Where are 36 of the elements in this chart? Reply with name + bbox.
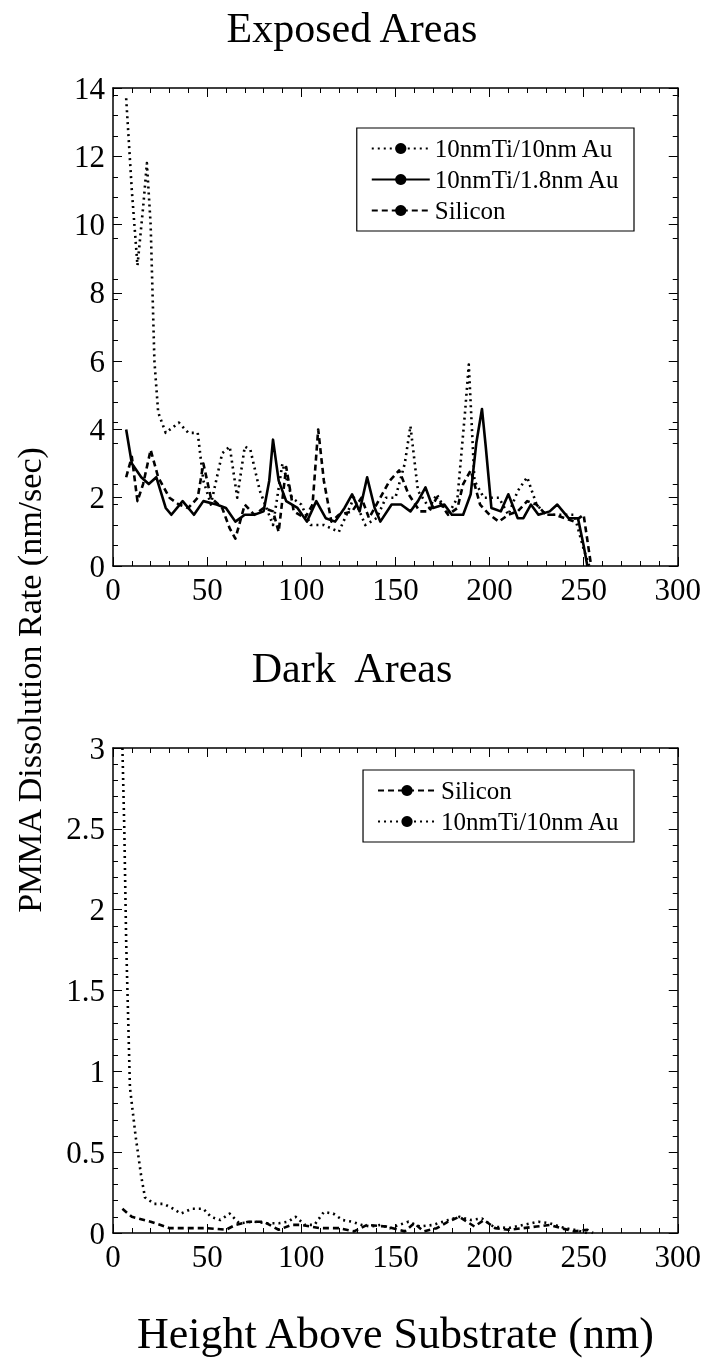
chart-title: Exposed Areas xyxy=(226,5,478,51)
legend-label: 10nmTi/1.8nm Au xyxy=(434,166,620,193)
y-tick-label: 14 xyxy=(74,70,106,106)
y-tick-label: 4 xyxy=(89,411,106,447)
x-tick-label: 50 xyxy=(191,572,223,607)
x-tick-label: 100 xyxy=(278,1239,325,1274)
y-tick-label: 2 xyxy=(89,480,105,516)
y-tick-label: 3 xyxy=(89,730,105,766)
y-tick-label: 8 xyxy=(89,275,105,311)
x-tick-label: 250 xyxy=(560,1239,607,1274)
y-tick-label: 0 xyxy=(89,1215,105,1251)
x-tick-label: 250 xyxy=(560,572,607,607)
x-tick-label: 100 xyxy=(278,572,325,607)
x-tick-label: 300 xyxy=(654,1239,701,1274)
x-axis-title: Height Above Substrate (nm) xyxy=(136,1308,654,1358)
y-tick-label: 0.5 xyxy=(66,1134,105,1170)
legend-label: 10nmTi/10nm Au xyxy=(441,808,620,835)
y-tick-label: 0 xyxy=(89,548,105,584)
x-tick-label: 150 xyxy=(372,572,419,607)
x-tick-label: 200 xyxy=(466,1239,513,1274)
y-tick-label: 2.5 xyxy=(66,811,105,847)
legend-label: 10nmTi/10nm Au xyxy=(434,135,613,162)
chart-title: Dark Areas xyxy=(251,645,453,691)
legend-label: Silicon xyxy=(434,197,507,224)
y-axis-title: PMMA Dissolution Rate (nm/sec) xyxy=(10,446,49,915)
x-tick-label: 50 xyxy=(191,1239,223,1274)
y-tick-label: 1.5 xyxy=(66,973,105,1008)
x-tick-label: 200 xyxy=(466,572,513,607)
y-tick-label: 6 xyxy=(89,343,105,379)
x-tick-label: 150 xyxy=(372,1239,419,1274)
legend-label: Silicon xyxy=(441,777,513,804)
y-tick-label: 1 xyxy=(89,1053,105,1089)
x-tick-label: 300 xyxy=(654,572,701,607)
y-tick-label: 12 xyxy=(74,138,105,174)
y-tick-label: 2 xyxy=(89,892,105,928)
y-tick-label: 10 xyxy=(74,207,105,243)
